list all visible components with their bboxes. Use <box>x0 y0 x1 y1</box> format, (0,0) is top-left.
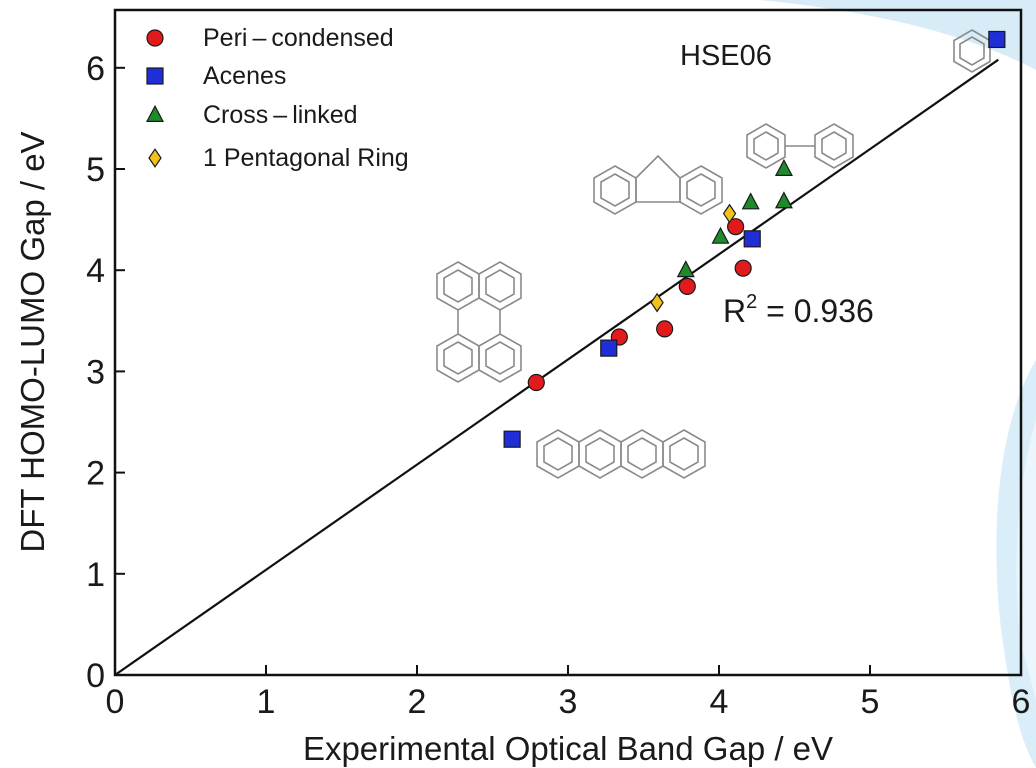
point-triangle-series-2 <box>774 158 793 176</box>
y-tick-label: 4 <box>86 252 105 290</box>
legend-label: Acenes <box>203 62 286 90</box>
x-tick-label: 4 <box>710 683 729 721</box>
r-squared-base: R <box>723 293 746 329</box>
point-diamond-series-3 <box>650 292 664 313</box>
x-axis-label: Experimental Optical Band Gap / eV <box>303 730 833 767</box>
x-tick-label: 2 <box>408 683 427 721</box>
r-squared-exponent: 2 <box>746 291 757 313</box>
point-square-series-1 <box>600 339 618 357</box>
point-triangle-series-2 <box>711 226 730 244</box>
molecule-tetracene-icon <box>536 429 706 479</box>
point-diamond-series-3 <box>722 203 737 224</box>
point-circle-series-0 <box>678 277 696 295</box>
point-triangle-series-2 <box>741 192 760 210</box>
method-label: HSE06 <box>680 40 772 72</box>
point-square-series-1 <box>743 230 761 248</box>
legend-label: 1 Pentagonal Ring <box>203 144 409 172</box>
data-points <box>503 30 1006 448</box>
r-squared-value: = 0.936 <box>757 293 874 329</box>
molecule-biphenyl-icon <box>746 123 854 169</box>
point-circle-series-0 <box>656 320 674 338</box>
molecule-benzene-icon <box>953 29 991 73</box>
x-tick-label: 6 <box>1012 683 1031 721</box>
y-tick-label: 0 <box>86 657 105 695</box>
x-axis-ticks: 0 1 2 3 4 5 6 <box>106 665 1031 721</box>
x-tick-label: 1 <box>257 683 276 721</box>
y-axis-ticks: 0 1 2 3 4 5 6 <box>86 50 125 695</box>
point-square-series-1 <box>503 430 521 448</box>
molecule-fluorene-icon <box>593 154 723 215</box>
x-tick-label: 0 <box>106 683 125 721</box>
y-tick-label: 2 <box>86 455 105 493</box>
y-tick-label: 3 <box>86 353 105 391</box>
x-tick-label: 3 <box>559 683 578 721</box>
point-circle-series-0 <box>727 218 745 236</box>
y-tick-label: 1 <box>86 556 105 594</box>
x-tick-label: 5 <box>861 683 880 721</box>
legend-marker-circle <box>146 29 164 47</box>
legend-marker-diamond <box>148 148 162 168</box>
y-tick-label: 6 <box>86 50 105 88</box>
legend-marker-square <box>146 67 164 85</box>
point-square-series-1 <box>988 30 1006 49</box>
point-circle-series-0 <box>734 259 752 277</box>
legend-label: Peri – condensed <box>203 24 394 52</box>
legend: Peri – condensed Acenes Cross – linked 1 Pe… <box>146 24 409 172</box>
legend-marker-triangle <box>146 104 164 123</box>
y-tick-label: 5 <box>86 151 105 189</box>
point-triangle-series-2 <box>774 191 793 209</box>
legend-label: Cross – linked <box>203 101 358 129</box>
fit-line <box>114 58 999 676</box>
r-squared-annotation: R2 = 0.936 <box>723 291 874 329</box>
y-axis-label: DFT HOMO-LUMO Gap / eV <box>14 131 51 552</box>
molecule-perylene-icon <box>436 261 522 383</box>
point-circle-series-0 <box>527 373 545 392</box>
point-triangle-series-2 <box>676 260 695 278</box>
